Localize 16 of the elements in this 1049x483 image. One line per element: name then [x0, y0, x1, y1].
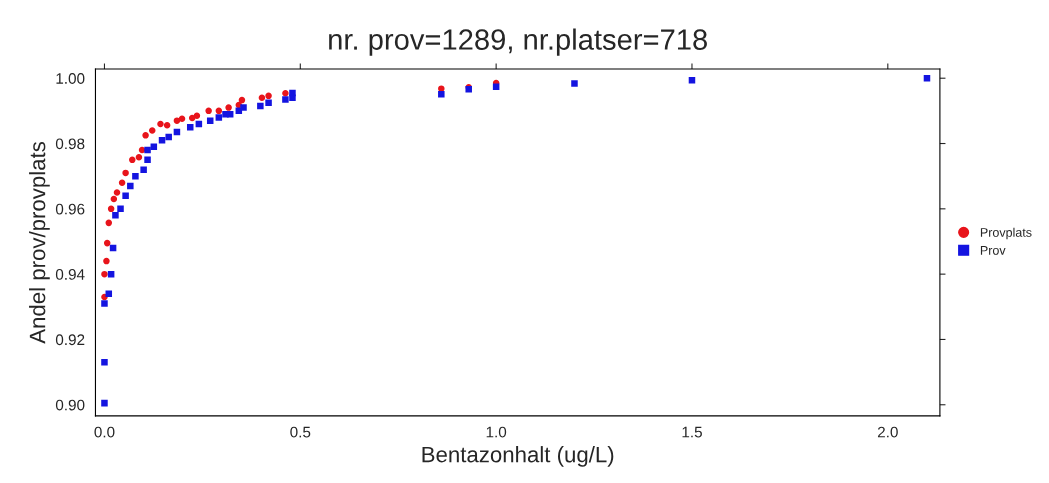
- x-tick-label: 0.5: [290, 426, 311, 438]
- y-tick-label: 0.98: [55, 138, 85, 150]
- chart-title: nr. prov=1289, nr.platser=718: [329, 28, 707, 56]
- x-tick-label: 1.0: [486, 426, 507, 438]
- y-tick-label: 0.96: [55, 203, 85, 215]
- y-axis-title: Andel prov/provplats: [29, 141, 50, 344]
- y-tick-label: 0.90: [55, 399, 85, 411]
- x-axis-title: Bentazonhalt (ug/L): [422, 446, 614, 467]
- legend-label: Prov: [980, 246, 1006, 255]
- y-tick-label: 0.92: [55, 334, 85, 346]
- y-tick-label: 0.94: [55, 269, 85, 280]
- y-tick-label: 1.00: [56, 73, 85, 84]
- x-tick-label: 0.0: [94, 426, 115, 438]
- x-tick-label: 1.5: [682, 426, 702, 438]
- x-tick-label: 2.0: [877, 426, 898, 438]
- legend-label: Provplats: [980, 227, 1032, 240]
